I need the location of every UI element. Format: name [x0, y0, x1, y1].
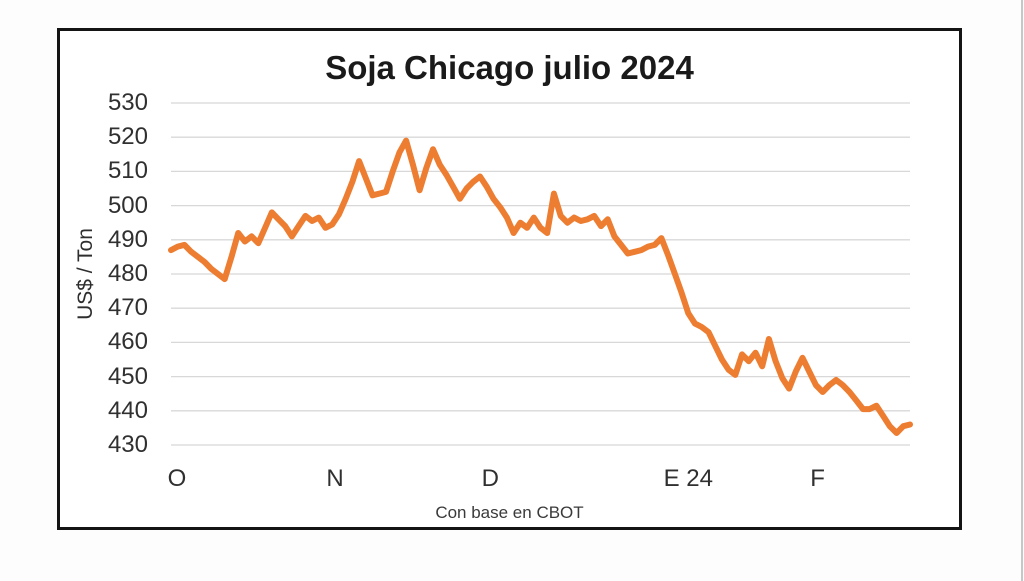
- footnote: Con base en CBOT: [435, 503, 584, 522]
- y-tick-label: 500: [107, 191, 148, 219]
- price-line: [168, 137, 913, 436]
- x-tick-label: E 24: [663, 465, 713, 492]
- y-tick-label: 530: [107, 89, 148, 116]
- y-tick-label: 430: [107, 431, 148, 458]
- x-tick-label: F: [810, 465, 825, 492]
- chart-title: Soja Chicago julio 2024: [325, 49, 694, 86]
- price-line-plot: [168, 102, 913, 446]
- photo-edge-line: [1021, 0, 1023, 581]
- y-tick-label: 470: [107, 294, 148, 322]
- x-tick-label: O: [167, 465, 187, 492]
- y-tick-label: 450: [107, 362, 148, 390]
- chart-frame: Soja Chicago julio 2024 US$ / Ton 530 520…: [57, 28, 962, 530]
- y-tick-label: 440: [107, 396, 148, 424]
- y-tick-label: 510: [107, 157, 148, 185]
- y-tick-label: 480: [107, 260, 148, 287]
- y-tick-label: 490: [107, 225, 148, 253]
- y-tick-label: 460: [107, 328, 148, 356]
- x-tick-label: D: [481, 465, 499, 492]
- x-tick-label: N: [326, 465, 344, 492]
- y-tick-label: 520: [107, 123, 148, 151]
